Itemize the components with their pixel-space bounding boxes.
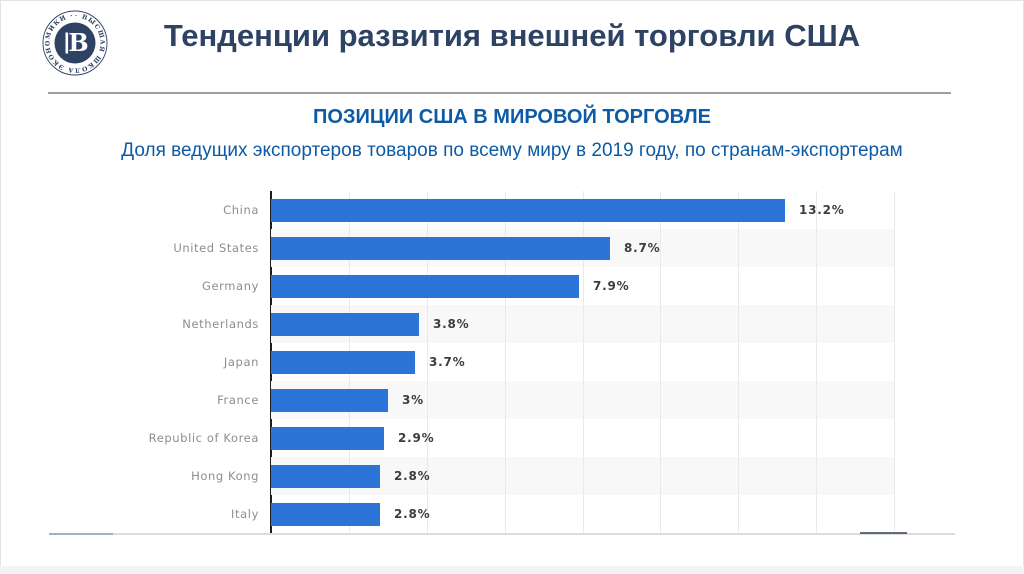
bar-value-label: 2.9% [398,431,435,445]
gridline [816,191,817,533]
bar-netherlands [271,312,419,336]
category-label: France [217,393,259,407]
gridline [738,191,739,533]
gridline [894,191,895,533]
hse-logo: · ВЫСШАЯ ШКОЛА ЭКОНОМИКИ · ВЫСШАЯ ШКОЛА … [38,5,108,76]
footer-line [49,533,955,535]
bar-china [271,198,785,222]
viewer-bottom-strip [0,566,1024,574]
category-label: Republic of Korea [148,431,259,445]
bar-italy [271,502,380,526]
category-label: United States [173,241,259,255]
chart-subtitle: Доля ведущих экспортеров товаров по всем… [121,140,903,161]
bar-value-label: 3% [402,393,424,407]
category-label: China [223,203,259,217]
gridline [505,191,506,533]
bar-value-label: 13.2% [799,203,845,217]
category-label: Netherlands [182,317,259,331]
logo-monogram: В [68,28,88,57]
bar-france [271,388,388,412]
bar-value-label: 8.7% [624,241,661,255]
category-label: Japan [223,355,259,369]
bar-republic-of-korea [271,426,384,450]
gridline [660,191,661,533]
category-label: Hong Kong [191,469,259,483]
page-title: Тенденции развития внешней торговли США [163,18,861,53]
category-label: Germany [201,279,259,293]
bar-value-label: 3.7% [429,355,466,369]
bar-value-label: 2.8% [394,469,431,483]
gridline [583,191,584,533]
bar-united-states [271,236,610,260]
bar-value-label: 3.8% [433,317,470,331]
gridline [427,191,428,533]
bar-value-label: 2.8% [394,507,431,521]
bar-chart: China United States Germany Netherlands Japa… [49,191,1009,533]
chart-title: ПОЗИЦИИ США В МИРОВОЙ ТОРГОВЛЕ [313,106,711,128]
header-divider [48,92,951,94]
category-label: Italy [231,507,259,521]
footer-accent-right [860,532,907,534]
bar-germany [271,274,579,298]
bar-japan [271,350,415,374]
hse-logo-icon: · ВЫСШАЯ ШКОЛА ЭКОНОМИКИ · ВЫСШАЯ ШКОЛА … [38,5,108,76]
footer-accent-left [49,533,113,535]
bar-hong-kong [271,464,380,488]
category-labels: China United States Germany Netherlands Japa… [49,191,259,533]
bar-value-label: 7.9% [593,279,630,293]
plot-area: 13.2% 8.7% 7.9% 3.8% 3.7% 3% 2.9% 2.8% 2.8% [271,191,895,533]
